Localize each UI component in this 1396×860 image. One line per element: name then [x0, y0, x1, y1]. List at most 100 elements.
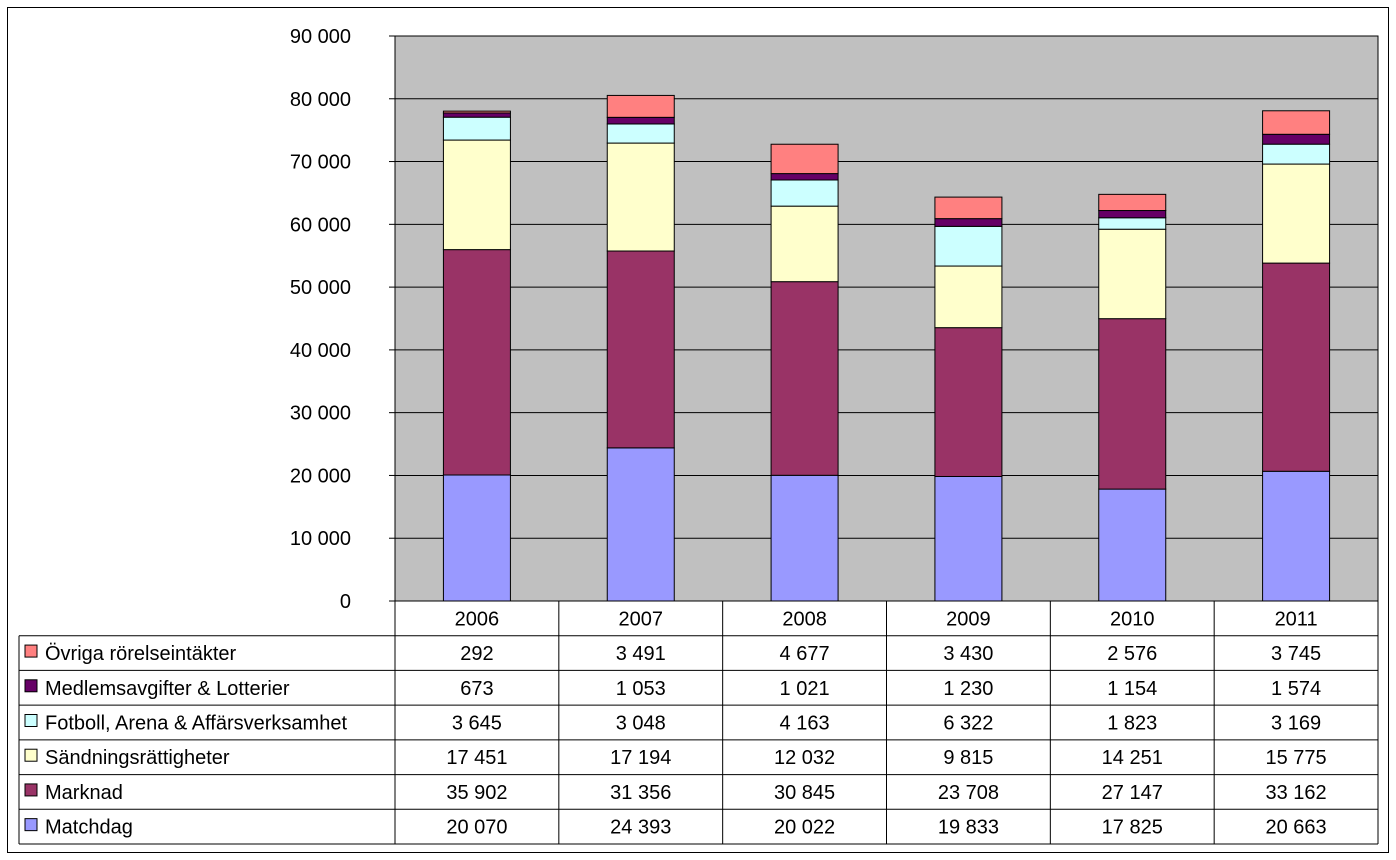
data-label: 1 574	[1271, 678, 1321, 700]
bar-segment	[1262, 470, 1331, 602]
bars	[442, 94, 1331, 602]
bar-segment	[606, 94, 675, 118]
bar-segment	[1098, 193, 1167, 212]
data-label: 35 902	[446, 782, 507, 804]
y-tick-label: 10 000	[290, 528, 351, 550]
data-label: 3 745	[1271, 643, 1321, 665]
data-label: 3 491	[616, 643, 666, 665]
data-label: 31 356	[610, 782, 671, 804]
y-axis-tick-labels: 0 10 000 20 000 30 000 40 000 50 000 60 000 70 …	[290, 26, 395, 613]
x-category-label: 2006	[455, 608, 500, 630]
data-label: 20 070	[446, 817, 507, 839]
data-label: 30 845	[774, 782, 835, 804]
bar-segment	[442, 249, 511, 476]
y-tick-label: 40 000	[290, 340, 351, 362]
legend-label: Matchdag	[45, 817, 133, 839]
bar-segment	[1098, 318, 1167, 490]
legend-swatch	[24, 783, 38, 797]
data-label: 20 022	[774, 817, 835, 839]
data-label: 4 163	[780, 713, 830, 735]
bar-segment	[442, 112, 511, 118]
bar-segment	[934, 218, 1003, 227]
bar-segment	[934, 196, 1003, 220]
legend-label: Medlemsavgifter & Lotterier	[45, 678, 290, 700]
bar-segment	[606, 116, 675, 125]
bar-segment	[442, 116, 511, 141]
bar-segment	[934, 225, 1003, 267]
bar-segment	[770, 205, 839, 283]
bar-segment	[442, 474, 511, 602]
data-label: 1 230	[943, 678, 993, 700]
x-category-label: 2009	[946, 608, 991, 630]
bar-segment	[770, 474, 839, 602]
bar-segment	[934, 327, 1003, 477]
data-label: 292	[460, 643, 493, 665]
data-label: 19 833	[938, 817, 999, 839]
y-tick-label: 50 000	[290, 277, 351, 299]
bar-segment	[934, 265, 1003, 329]
data-label: 9 815	[943, 747, 993, 769]
data-label: 23 708	[938, 782, 999, 804]
bar-segment	[442, 110, 511, 114]
legend-swatch	[24, 748, 38, 762]
legend-label: Sändningsrättigheter	[45, 747, 230, 769]
data-label: 3 645	[452, 713, 502, 735]
x-category-label: 2010	[1110, 608, 1155, 630]
legend-label: Fotboll, Arena & Affärsverksamhet	[45, 713, 347, 735]
data-label: 673	[460, 678, 493, 700]
data-label: 2 576	[1107, 643, 1157, 665]
legend-swatch	[24, 644, 38, 658]
y-tick-label: 0	[340, 591, 351, 613]
legend-label: Övriga rörelseintäkter	[45, 643, 237, 665]
data-label: 17 451	[446, 747, 507, 769]
bar-segment	[770, 179, 839, 207]
data-label: 3 430	[943, 643, 993, 665]
bar-segment	[770, 173, 839, 181]
plot-area	[395, 36, 1378, 601]
data-label: 17 194	[610, 747, 671, 769]
data-label: 12 032	[774, 747, 835, 769]
data-label: 15 775	[1265, 747, 1326, 769]
bar-segment	[1098, 217, 1167, 230]
bar-segment	[1262, 133, 1331, 145]
legend-swatch	[24, 714, 38, 727]
x-category-label: 2011	[1275, 608, 1318, 630]
bar-segment	[770, 143, 839, 175]
y-tick-label: 20 000	[290, 465, 351, 487]
bar-segment	[1098, 488, 1167, 602]
data-label: 14 251	[1102, 747, 1163, 769]
bar-segment	[606, 250, 675, 449]
bar-segment	[1098, 228, 1167, 320]
data-label: 1 021	[780, 678, 830, 700]
data-label: 33 162	[1265, 782, 1326, 804]
x-category-label: 2007	[619, 608, 664, 630]
bar-segment	[1262, 262, 1331, 472]
data-table: 2006 2007 2008 2009 2010 2011 Övriga rörelsein…	[18, 601, 1379, 845]
y-tick-label: 70 000	[290, 152, 351, 174]
bar-segment	[1262, 163, 1331, 264]
y-tick-label: 90 000	[290, 26, 351, 48]
bar-segment	[606, 447, 675, 602]
data-label: 1 154	[1107, 678, 1157, 700]
bar-segment	[606, 123, 675, 144]
data-label: 1 823	[1107, 713, 1157, 735]
data-label: 6 322	[943, 713, 993, 735]
bar-segment	[1262, 110, 1331, 135]
legend-label: Marknad	[45, 782, 123, 804]
bar-segment	[770, 281, 839, 476]
bar-segment	[1262, 143, 1331, 165]
data-label: 17 825	[1102, 817, 1163, 839]
legend-swatch	[24, 679, 38, 693]
data-label: 3 048	[616, 713, 666, 735]
x-category-label: 2008	[782, 608, 827, 630]
bar-segment	[1098, 210, 1167, 219]
data-label: 24 393	[610, 817, 671, 839]
y-tick-label: 60 000	[290, 214, 351, 236]
y-tick-label: 80 000	[290, 89, 351, 111]
data-label: 3 169	[1271, 713, 1321, 735]
bar-segment	[442, 139, 511, 251]
data-label: 20 663	[1265, 817, 1326, 839]
data-label: 4 677	[780, 643, 830, 665]
bar-segment	[934, 475, 1003, 602]
